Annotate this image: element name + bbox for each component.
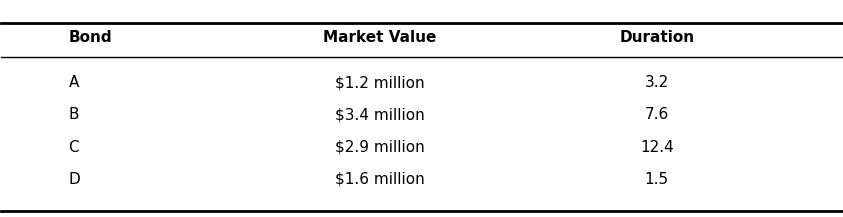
Text: 12.4: 12.4 xyxy=(640,140,674,155)
Text: $2.9 million: $2.9 million xyxy=(335,140,424,155)
Text: D: D xyxy=(68,172,80,187)
Text: 1.5: 1.5 xyxy=(645,172,668,187)
Text: Market Value: Market Value xyxy=(323,30,436,45)
Text: A: A xyxy=(68,75,79,90)
Text: 3.2: 3.2 xyxy=(645,75,668,90)
Text: C: C xyxy=(68,140,79,155)
Text: B: B xyxy=(68,107,79,122)
Text: Bond: Bond xyxy=(68,30,112,45)
Text: 7.6: 7.6 xyxy=(645,107,668,122)
Text: $3.4 million: $3.4 million xyxy=(335,107,424,122)
Text: Duration: Duration xyxy=(620,30,695,45)
Text: $1.2 million: $1.2 million xyxy=(335,75,424,90)
Text: $1.6 million: $1.6 million xyxy=(335,172,424,187)
